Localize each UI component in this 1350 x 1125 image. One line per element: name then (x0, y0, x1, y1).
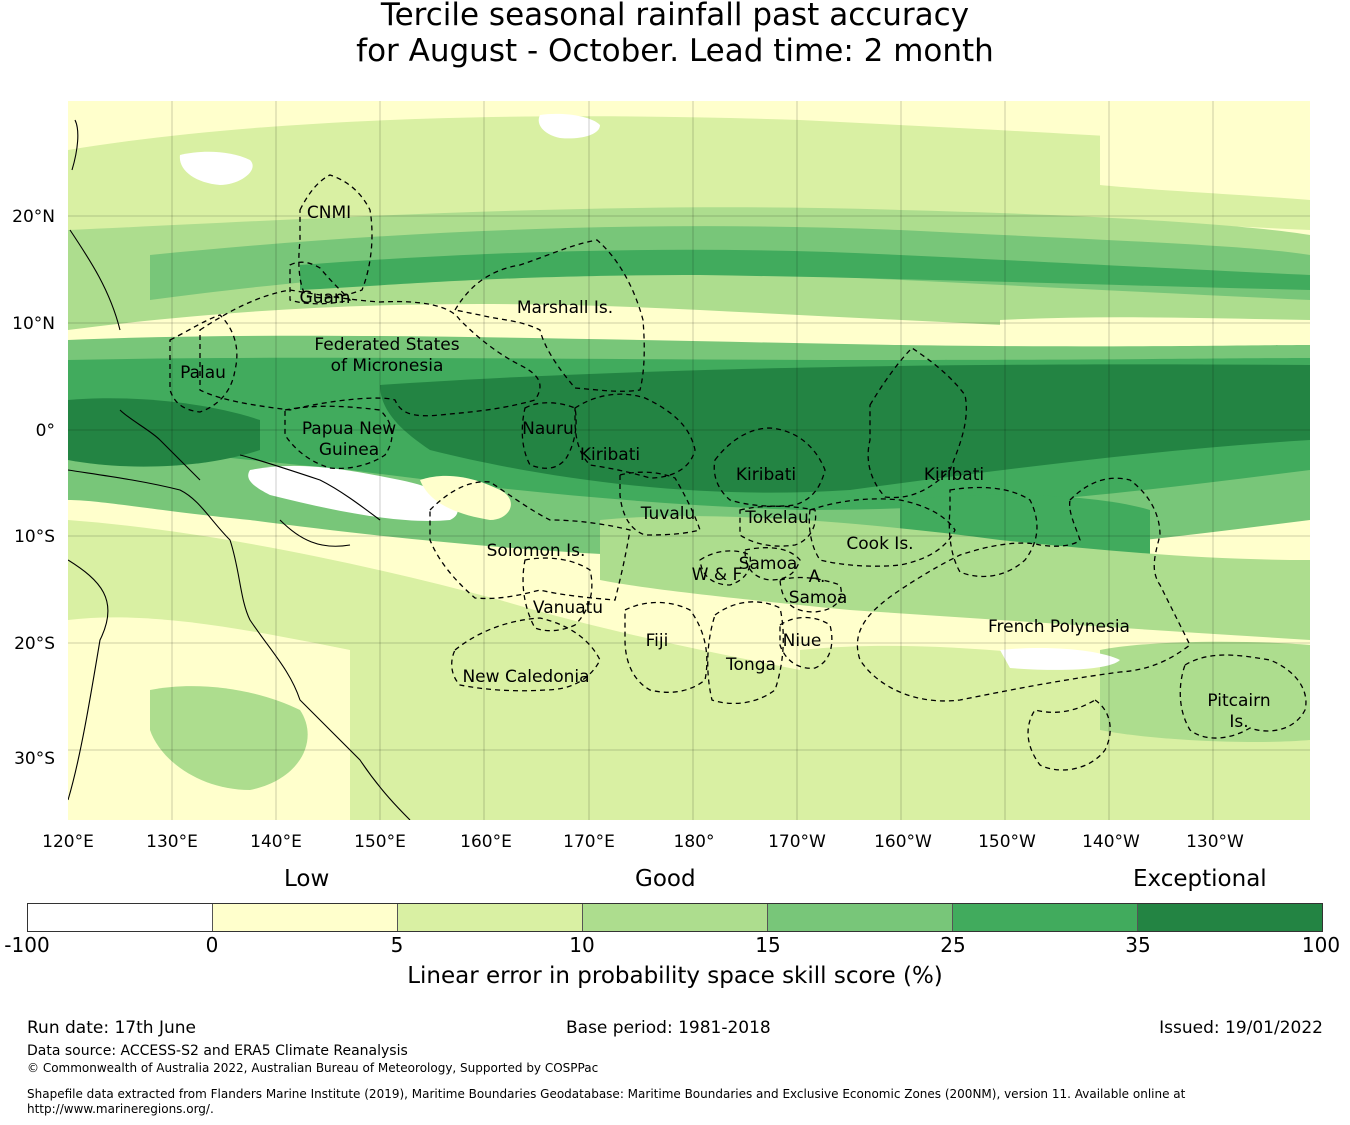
copyright: © Commonwealth of Australia 2022, Austra… (27, 1061, 599, 1075)
lon-tick: 120°E (42, 832, 94, 852)
lat-tick: 30°S (14, 749, 55, 769)
region-label: Nauru (522, 419, 574, 439)
lat-tick: 20°N (12, 207, 55, 227)
lon-tick: 130°E (146, 832, 198, 852)
issued-date: Issued: 19/01/2022 (1159, 1018, 1323, 1038)
base-period: Base period: 1981-2018 (566, 1018, 771, 1038)
region-label: Tonga (725, 655, 776, 675)
region-label: Guinea (319, 440, 379, 460)
lon-tick-labels: 120°E 130°E 140°E 150°E 160°E 170°E 180°… (42, 832, 1244, 852)
region-label: Palau (180, 363, 226, 383)
colorbar-segment (398, 904, 583, 931)
shapefile-credit: Shapefile data extracted from Flanders M… (27, 1087, 1186, 1101)
region-label: CNMI (307, 203, 351, 223)
region-label: Samoa (789, 588, 848, 608)
colorbar-tick: 5 (390, 933, 404, 957)
colorbar-segment (1138, 904, 1322, 931)
lon-tick: 170°E (563, 832, 615, 852)
region-label: French Polynesia (988, 617, 1130, 637)
skill-field (68, 101, 1310, 820)
colorbar-segment (768, 904, 953, 931)
colorbar-tick: 15 (755, 933, 781, 957)
lat-tick-labels: 20°N 10°N 0° 10°S 20°S 30°S (12, 207, 55, 769)
skill-score-map: CNMI Guam Marshall Is. Federated States … (12, 101, 1310, 852)
colorbar-segment (953, 904, 1138, 931)
region-label: Kiribati (580, 445, 640, 465)
region-label: New Caledonia (462, 667, 589, 687)
coastlines (68, 119, 411, 820)
region-label: Fiji (646, 631, 669, 651)
lon-tick: 150°W (978, 832, 1036, 852)
graticule (68, 101, 1310, 820)
legend-exceptional: Exceptional (1133, 866, 1267, 892)
region-label: Is. (1229, 712, 1248, 732)
eez-boundaries (169, 174, 1307, 771)
colorbar-segment (28, 904, 213, 931)
legend-low: Low (284, 866, 330, 892)
run-date: Run date: 17th June (27, 1018, 196, 1038)
colorbar-tick: 100 (1301, 933, 1341, 957)
colorbar-segment (583, 904, 768, 931)
data-source: Data source: ACCESS-S2 and ERA5 Climate … (27, 1043, 408, 1059)
region-label: Guam (300, 288, 351, 308)
region-label: Kiribati (736, 465, 796, 485)
colorbar-label: Linear error in probability space skill … (407, 963, 943, 989)
lat-tick: 10°S (14, 527, 55, 547)
lon-tick: 140°E (250, 832, 302, 852)
lat-tick: 0° (36, 421, 55, 441)
colorbar-tick: -100 (4, 933, 50, 957)
region-label: Federated States (314, 335, 459, 355)
region-label: W & F (692, 565, 743, 585)
lon-tick: 160°E (460, 832, 512, 852)
lon-tick: 140°W (1082, 832, 1140, 852)
region-label: Kiribati (924, 465, 984, 485)
region-labels: CNMI Guam Marshall Is. Federated States … (180, 203, 1271, 732)
region-label: A. (809, 567, 826, 587)
region-label: Cook Is. (846, 534, 913, 554)
region-label: Pitcairn (1207, 691, 1270, 711)
map-title-line1: Tercile seasonal rainfall past accuracy (380, 0, 970, 33)
region-label: Vanuatu (533, 598, 603, 618)
region-label: Niue (783, 631, 822, 651)
colorbar-segment (213, 904, 398, 931)
lon-tick: 150°E (354, 832, 406, 852)
colorbar-tick: 35 (1125, 933, 1151, 957)
lon-tick: 160°W (874, 832, 932, 852)
map-title-line2: for August - October. Lead time: 2 month (356, 33, 994, 69)
lon-tick: 170°W (768, 832, 826, 852)
region-label: Samoa (739, 554, 798, 574)
colorbar-tick: 0 (205, 933, 219, 957)
lon-tick: 130°W (1186, 832, 1244, 852)
region-label: Papua New (302, 419, 396, 439)
lat-tick: 10°N (12, 314, 55, 334)
colorbar (27, 903, 1323, 932)
region-label: Marshall Is. (517, 298, 613, 318)
region-label: Tuvalu (640, 504, 696, 524)
lon-tick: 180° (674, 832, 715, 852)
colorbar-tick: 10 (569, 933, 595, 957)
region-label: of Micronesia (331, 356, 444, 376)
region-label: Tokelau (744, 508, 809, 528)
shapefile-link[interactable]: http://www.marineregions.org/. (27, 1102, 214, 1116)
colorbar-tick: 25 (940, 933, 966, 957)
legend-good: Good (635, 866, 696, 892)
region-label: Solomon Is. (487, 541, 586, 561)
lat-tick: 20°S (14, 634, 55, 654)
